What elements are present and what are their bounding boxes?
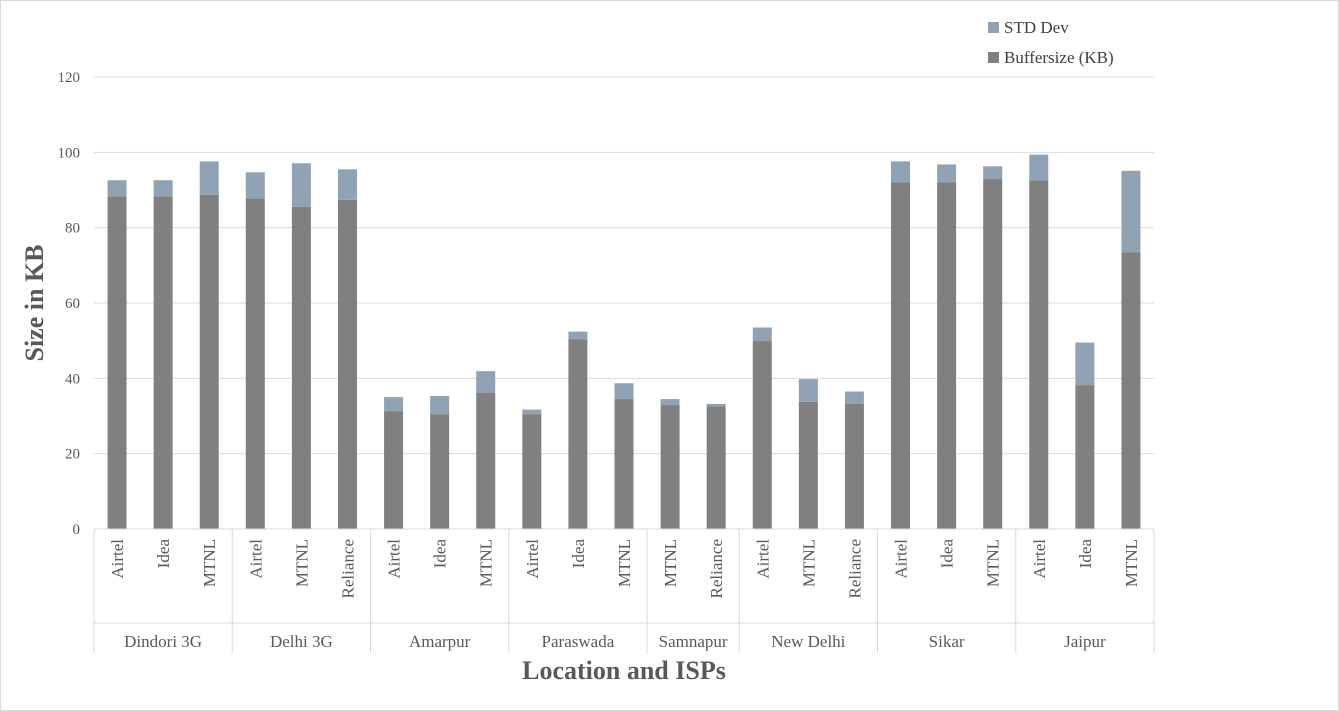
bar-buffersize bbox=[891, 182, 911, 529]
y-axis-title: Size in KB bbox=[20, 244, 49, 361]
group-label: Sikar bbox=[929, 632, 965, 651]
bar-std-dev bbox=[568, 331, 588, 340]
bar-buffersize bbox=[798, 401, 818, 529]
bar-std-dev bbox=[891, 161, 911, 183]
x-tick-label: Airtel bbox=[892, 539, 911, 579]
bar-std-dev bbox=[1075, 342, 1095, 386]
bar-buffersize bbox=[983, 179, 1003, 529]
bar-std-dev bbox=[752, 327, 772, 342]
x-tick-label: Idea bbox=[569, 539, 588, 569]
bar-std-dev bbox=[430, 396, 450, 415]
x-tick-label: MTNL bbox=[1122, 539, 1141, 587]
legend-swatch bbox=[988, 22, 999, 33]
group-label: Dindori 3G bbox=[124, 632, 202, 651]
x-tick-label: Idea bbox=[431, 539, 450, 569]
bar-buffersize bbox=[337, 199, 357, 529]
x-tick-label: Airtel bbox=[753, 539, 772, 579]
bar-buffersize bbox=[430, 414, 450, 529]
bar-std-dev bbox=[199, 161, 219, 195]
x-tick-label: MTNL bbox=[615, 539, 634, 587]
x-axis: Airtel Idea MTNL Airtel MTNL Reliance Airtel Id… bbox=[93, 528, 1155, 653]
x-tick-label: Idea bbox=[1076, 539, 1095, 569]
bar-buffersize bbox=[706, 406, 726, 529]
bars bbox=[107, 154, 1141, 530]
bar-std-dev bbox=[798, 379, 818, 402]
bar-std-dev bbox=[1121, 170, 1141, 253]
bar-buffersize bbox=[568, 339, 588, 529]
bar-std-dev bbox=[107, 180, 127, 197]
bar-std-dev bbox=[384, 397, 404, 412]
group-label: Delhi 3G bbox=[270, 632, 333, 651]
x-tick-label: Airtel bbox=[385, 539, 404, 579]
bar-std-dev bbox=[291, 163, 311, 207]
bar-buffersize bbox=[752, 341, 772, 529]
x-tick-label: Reliance bbox=[845, 539, 864, 598]
group-label: Samnapur bbox=[659, 632, 728, 651]
bar-std-dev bbox=[1029, 154, 1049, 181]
x-tick-label: MTNL bbox=[200, 539, 219, 587]
bar-std-dev bbox=[983, 166, 1003, 180]
bar-std-dev bbox=[937, 164, 957, 183]
bar-buffersize bbox=[1121, 252, 1141, 529]
x-tick-label: Airtel bbox=[246, 539, 265, 579]
y-tick-label: 100 bbox=[58, 145, 81, 161]
legend-label: Buffersize (KB) bbox=[1004, 48, 1114, 67]
y-tick-label: 20 bbox=[65, 447, 80, 463]
y-tick-labels: 0 20 40 60 80 100 120 bbox=[58, 70, 81, 538]
y-tick-label: 80 bbox=[65, 221, 80, 237]
x-axis-title: Location and ISPs bbox=[522, 656, 726, 685]
x-tick-label: MTNL bbox=[984, 539, 1003, 587]
bar-buffersize bbox=[245, 198, 265, 529]
group-label: Amarpur bbox=[409, 632, 471, 651]
bar-buffersize bbox=[844, 403, 864, 529]
group-label: Paraswada bbox=[542, 632, 615, 651]
bar-buffersize bbox=[107, 196, 127, 530]
legend-swatch bbox=[988, 52, 999, 63]
bar-buffersize bbox=[476, 393, 496, 529]
bar-std-dev bbox=[522, 409, 542, 415]
bar-buffersize bbox=[522, 414, 542, 529]
bar-buffersize bbox=[384, 411, 404, 529]
bar-std-dev bbox=[706, 403, 726, 407]
bar-buffersize bbox=[660, 405, 680, 529]
x-tick-label: Reliance bbox=[338, 539, 357, 598]
bar-buffersize bbox=[1029, 180, 1049, 529]
x-tick-label: Reliance bbox=[707, 539, 726, 598]
bar-std-dev bbox=[660, 399, 680, 406]
bar-std-dev bbox=[614, 383, 634, 400]
bar-buffersize bbox=[614, 399, 634, 529]
bar-buffersize bbox=[937, 182, 957, 529]
y-tick-label: 60 bbox=[65, 296, 80, 312]
bar-std-dev bbox=[844, 391, 864, 404]
x-tick-label: Airtel bbox=[1030, 539, 1049, 579]
bar-std-dev bbox=[476, 371, 496, 394]
bar-std-dev bbox=[153, 180, 173, 197]
legend-label: STD Dev bbox=[1004, 18, 1069, 37]
x-tick-label: MTNL bbox=[292, 539, 311, 587]
bar-buffersize bbox=[291, 206, 311, 529]
bar-std-dev bbox=[337, 169, 357, 200]
x-tick-label: MTNL bbox=[477, 539, 496, 587]
group-label: New Delhi bbox=[771, 632, 845, 651]
y-tick-label: 40 bbox=[65, 371, 80, 387]
legend: STD Dev Buffersize (KB) bbox=[988, 18, 1114, 67]
x-tick-label: Airtel bbox=[523, 539, 542, 579]
y-tick-label: 120 bbox=[58, 70, 81, 86]
x-tick-label: Idea bbox=[154, 539, 173, 569]
bar-buffersize bbox=[199, 194, 219, 529]
bar-buffersize bbox=[1075, 385, 1095, 529]
y-tick-label: 0 bbox=[73, 522, 81, 538]
group-label: Jaipur bbox=[1064, 632, 1106, 651]
x-tick-label: Idea bbox=[938, 539, 957, 569]
x-tick-label: MTNL bbox=[661, 539, 680, 587]
x-tick-label: Airtel bbox=[108, 539, 127, 579]
bar-std-dev bbox=[245, 172, 265, 199]
x-tick-label: MTNL bbox=[799, 539, 818, 587]
bar-buffersize bbox=[153, 196, 173, 530]
